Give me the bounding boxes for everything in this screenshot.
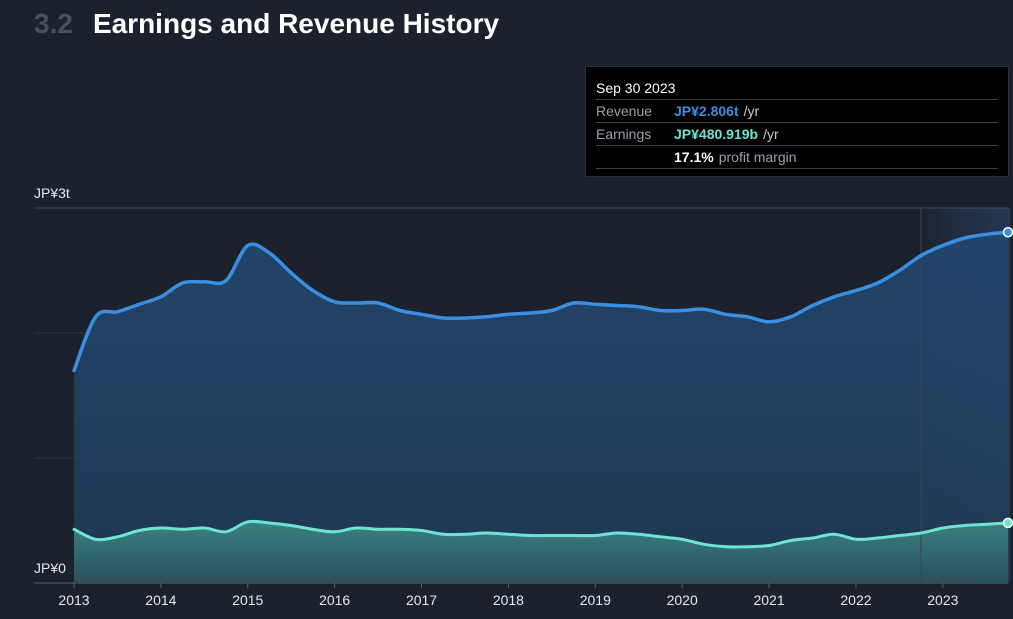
tooltip-revenue-unit: /yr bbox=[743, 103, 760, 119]
earnings-area bbox=[74, 521, 1008, 583]
tooltip-earnings-value: JP¥480.919b bbox=[674, 126, 759, 142]
revenue-area bbox=[74, 232, 1008, 584]
section-header: 3.2 Earnings and Revenue History bbox=[34, 8, 499, 48]
y-tick-label-bottom: JP¥0 bbox=[34, 560, 66, 576]
x-tick-label: 2013 bbox=[58, 592, 89, 608]
tooltip-revenue-value: JP¥2.806t bbox=[674, 103, 739, 119]
tooltip-earnings-label: Earnings bbox=[596, 126, 652, 142]
tooltip-date: Sep 30 2023 bbox=[596, 77, 998, 100]
revenue-endpoint-marker[interactable] bbox=[1002, 227, 1013, 238]
tooltip-revenue-row: Revenue JP¥2.806t /yr bbox=[596, 100, 998, 123]
x-tick-label: 2014 bbox=[145, 592, 176, 608]
y-tick-label-top: JP¥3t bbox=[34, 185, 70, 201]
tooltip-revenue-label: Revenue bbox=[596, 103, 653, 119]
x-tick-label: 2015 bbox=[232, 592, 263, 608]
tooltip-margin-label: profit margin bbox=[718, 149, 797, 165]
x-tick-label: 2020 bbox=[667, 592, 698, 608]
section-number: 3.2 bbox=[34, 8, 73, 39]
tooltip-earnings-unit: /yr bbox=[763, 126, 779, 142]
earnings-line bbox=[72, 519, 1010, 549]
x-tick-label: 2021 bbox=[753, 592, 784, 608]
revenue-line bbox=[72, 230, 1010, 373]
page-title: Earnings and Revenue History bbox=[92, 8, 500, 39]
x-tick-label: 2016 bbox=[319, 592, 350, 608]
tooltip-margin-value: 17.1% bbox=[674, 149, 714, 165]
x-tick-label: 2022 bbox=[840, 592, 871, 608]
earnings-endpoint-marker[interactable] bbox=[1002, 517, 1013, 529]
tooltip-margin-row: 17.1% profit margin bbox=[596, 146, 998, 169]
x-tick-label: 2023 bbox=[927, 592, 958, 608]
chart-tooltip: Sep 30 2023 Revenue JP¥2.806t /yr Earnin… bbox=[585, 66, 1009, 177]
x-tick-label: 2019 bbox=[580, 592, 611, 608]
tooltip-earnings-row: Earnings JP¥480.919b /yr bbox=[596, 123, 998, 146]
x-tick-label: 2017 bbox=[406, 592, 437, 608]
x-tick-label: 2018 bbox=[493, 592, 524, 608]
